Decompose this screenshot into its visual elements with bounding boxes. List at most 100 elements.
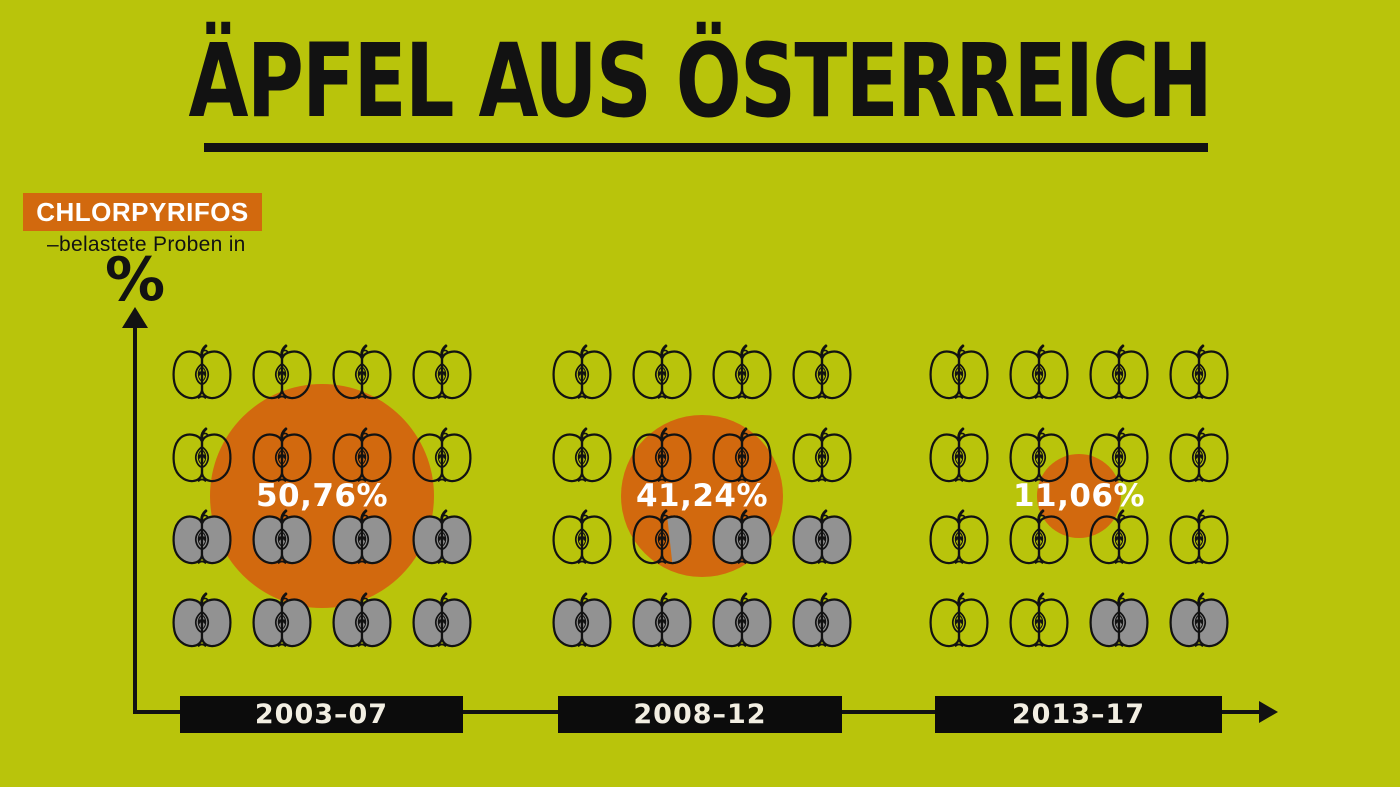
apple-icon-contaminated (251, 591, 313, 648)
apple-icon (711, 426, 773, 483)
apple-icon-contaminated (1088, 591, 1150, 648)
apple-icon-contaminated (411, 509, 473, 565)
substance-label: CHLORPYRIFOS (36, 196, 249, 227)
apple-half-icon (1169, 591, 1229, 647)
apple-icon-contaminated (331, 591, 393, 648)
apple-half-icon (929, 426, 989, 482)
apple-half-icon (172, 591, 232, 647)
apple-icon (171, 344, 233, 400)
apple-icon (1008, 509, 1070, 565)
apple-half-icon (552, 509, 612, 565)
x-axis-arrow-icon (1259, 701, 1278, 723)
apple-half-icon (712, 344, 772, 400)
page-title-text: ÄPFEL AUS ÖSTERREICH (188, 22, 1213, 141)
apple-half-icon (332, 426, 392, 482)
apple-half-icon (412, 426, 472, 482)
apple-half-icon (792, 344, 852, 400)
apple-icon-contaminated (551, 591, 613, 648)
apple-half-icon (712, 509, 772, 565)
apple-half-icon (792, 591, 852, 647)
apple-icon (1088, 509, 1150, 565)
apple-half-icon (1089, 591, 1149, 647)
highlight-circle (210, 384, 434, 608)
apple-icon (711, 344, 773, 400)
apple-half-icon (929, 509, 989, 565)
apple-icon-contaminated (631, 591, 693, 648)
apple-half-icon (552, 344, 612, 400)
apple-icon (1008, 591, 1070, 648)
apple-icon (331, 344, 393, 400)
y-axis-arrow-icon (122, 307, 148, 328)
apple-half-icon (252, 344, 312, 400)
highlight-circle (1037, 454, 1121, 538)
apple-half-icon (1169, 344, 1229, 400)
apple-half-icon (172, 344, 232, 400)
apple-half-icon (172, 509, 232, 565)
apple-half-icon (1089, 509, 1149, 565)
apple-half-icon (632, 426, 692, 482)
apple-icon (551, 426, 613, 483)
apple-half-icon (412, 509, 472, 565)
apple-half-icon (332, 509, 392, 565)
apple-icon (551, 509, 613, 565)
apple-icon (1088, 344, 1150, 400)
apple-half-icon (172, 426, 232, 482)
apple-icon (251, 344, 313, 400)
apple-icon-contaminated (251, 509, 313, 565)
y-axis-line (133, 320, 137, 712)
apple-half-icon (1169, 426, 1229, 482)
apple-icon-contaminated (711, 509, 773, 565)
category-bar-2013-17: 2013–17 (935, 696, 1222, 733)
category-label: 2008–12 (633, 699, 767, 730)
apple-icon-contaminated (331, 509, 393, 565)
apple-icon (631, 426, 693, 483)
value-label: 11,06% (1012, 478, 1146, 514)
apple-half-icon (632, 344, 692, 400)
apple-half-icon (792, 509, 852, 565)
apple-icon-contaminated (791, 591, 853, 648)
category-bar-2003-07: 2003–07 (180, 696, 463, 733)
apple-half-icon (712, 426, 772, 482)
apple-half-icon (1009, 591, 1069, 647)
apple-half-icon (1009, 426, 1069, 482)
apple-icon (928, 591, 990, 648)
category-label: 2013–17 (1011, 699, 1146, 730)
apple-half-icon (252, 591, 312, 647)
value-label: 50,76% (255, 478, 389, 514)
apple-half-icon (552, 426, 612, 482)
apple-icon (251, 426, 313, 483)
apple-icon-contaminated (1168, 591, 1230, 648)
apple-half-icon (1009, 509, 1069, 565)
apple-half-icon (929, 344, 989, 400)
axis-subtitle: –belastete Proben in (47, 233, 246, 256)
apple-icon (791, 426, 853, 483)
apple-icon (1168, 426, 1230, 483)
apple-icon (171, 426, 233, 483)
apple-icon (1088, 426, 1150, 483)
apple-half-icon (632, 591, 692, 647)
apple-half-icon (252, 509, 312, 565)
apple-half-icon (252, 426, 312, 482)
apple-icon (1008, 344, 1070, 400)
apple-icon (551, 344, 613, 400)
apple-half-icon (412, 591, 472, 647)
apple-icon-contaminated (171, 509, 233, 565)
apple-half-icon (412, 344, 472, 400)
apple-icon (631, 344, 693, 400)
apple-icon (411, 344, 473, 400)
apple-icon (928, 509, 990, 565)
category-bar-2008-12: 2008–12 (558, 696, 842, 733)
apple-half-icon (792, 426, 852, 482)
apple-half-icon (929, 591, 989, 647)
apple-half-icon (1169, 509, 1229, 565)
apple-half-icon (1089, 426, 1149, 482)
apple-icon (331, 426, 393, 483)
value-label: 41,24% (635, 478, 769, 514)
page-title: ÄPFEL AUS ÖSTERREICH (0, 31, 1400, 133)
apple-icon (791, 344, 853, 400)
title-underline (204, 143, 1208, 152)
apple-half-icon (712, 591, 772, 647)
apple-icon (928, 426, 990, 483)
apple-icon (1168, 344, 1230, 400)
